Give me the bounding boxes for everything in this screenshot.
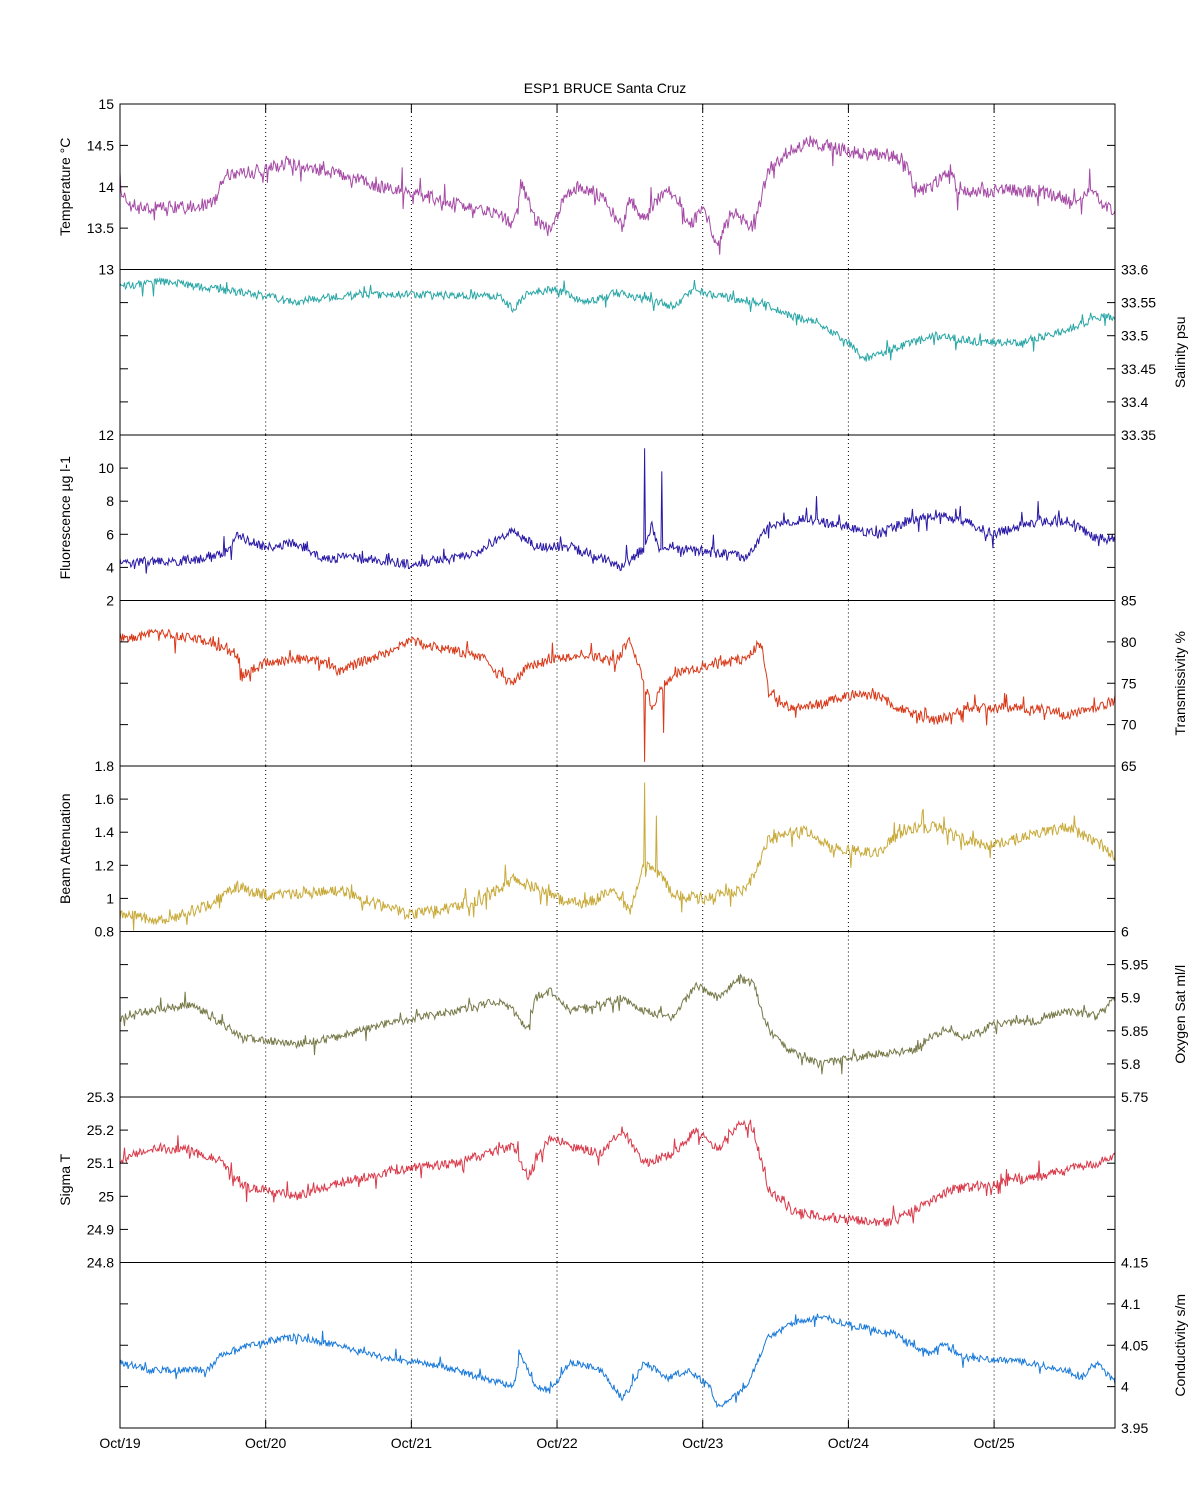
series-line-oxygen_sat [119, 973, 1116, 1075]
ytick-label-conductivity-2: 4.05 [1121, 1337, 1148, 1353]
ytick-label-salinity-4: 33.55 [1121, 295, 1156, 311]
ytick-label-oxygen_sat-1: 5.8 [1121, 1056, 1141, 1072]
ytick-label-transmissivity-0: 65 [1121, 758, 1137, 774]
ytick-label-sigma_t-0: 24.8 [87, 1255, 114, 1271]
ytick-label-sigma_t-5: 25.3 [87, 1089, 114, 1105]
ylabel-transmissivity: Transmissivity % [1172, 631, 1188, 736]
ytick-label-salinity-5: 33.6 [1121, 262, 1148, 278]
ytick-label-transmissivity-1: 70 [1121, 717, 1137, 733]
panel-transmissivity: 65 70 75 80 85 Transmissivity % [119, 593, 1188, 774]
xtick-label-5: Oct/24 [828, 1435, 869, 1451]
xtick-label-1: Oct/20 [245, 1435, 286, 1451]
ytick-label-oxygen_sat-0: 5.75 [1121, 1089, 1148, 1105]
ytick-label-temperature-2: 14 [98, 179, 114, 195]
ylabel-beam_attenuation: Beam Attenuation [57, 793, 73, 904]
ylabel-sigma_t: Sigma T [57, 1153, 73, 1205]
panel-frame-oxygen_sat [119, 931, 1116, 1098]
ylabel-oxygen_sat: Oxygen Sat ml/l [1172, 965, 1188, 1064]
series-line-salinity [119, 276, 1116, 362]
panel-conductivity: 3.95 4 4.05 4.1 4.15 Conductivity s/m [119, 1255, 1188, 1436]
ytick-label-salinity-0: 33.35 [1121, 427, 1156, 443]
xtick-label-2: Oct/21 [391, 1435, 432, 1451]
ytick-label-beam_attenuation-5: 1.8 [95, 758, 115, 774]
ytick-label-temperature-3: 14.5 [87, 137, 114, 153]
series-line-temperature [119, 135, 1116, 255]
ytick-label-fluorescence-2: 6 [106, 526, 114, 542]
ytick-label-sigma_t-2: 25 [98, 1188, 114, 1204]
ytick-label-conductivity-0: 3.95 [1121, 1420, 1148, 1436]
panel-oxygen_sat: 5.75 5.8 5.85 5.9 5.95 6 Oxygen Sat ml/l [119, 924, 1188, 1105]
ytick-label-fluorescence-0: 2 [106, 593, 114, 609]
ylabel-temperature: Temperature °C [57, 138, 73, 236]
ytick-label-temperature-4: 15 [98, 96, 114, 112]
xtick-label-6: Oct/25 [973, 1435, 1014, 1451]
ytick-label-fluorescence-5: 12 [98, 427, 114, 443]
ytick-label-conductivity-1: 4 [1121, 1379, 1129, 1395]
ytick-label-oxygen_sat-5: 6 [1121, 924, 1129, 940]
panel-frame-transmissivity [119, 600, 1116, 767]
ytick-label-transmissivity-4: 85 [1121, 593, 1137, 609]
ytick-label-salinity-3: 33.5 [1121, 328, 1148, 344]
ylabel-fluorescence: Fluorescence µg l-1 [57, 456, 73, 579]
ytick-label-beam_attenuation-1: 1 [106, 890, 114, 906]
panel-frame-conductivity [119, 1262, 1116, 1429]
xtick-label-0: Oct/19 [99, 1435, 140, 1451]
ytick-label-oxygen_sat-4: 5.95 [1121, 957, 1148, 973]
xtick-label-4: Oct/23 [682, 1435, 723, 1451]
panel-sigma_t: 24.8 24.9 25 25.1 25.2 25.3 Sigma T [57, 1089, 1116, 1271]
ytick-label-fluorescence-1: 4 [106, 559, 114, 575]
panel-temperature: 13 13.5 14 14.5 15 Temperature °C [57, 96, 1116, 278]
ytick-label-transmissivity-2: 75 [1121, 675, 1137, 691]
ytick-label-fluorescence-4: 10 [98, 460, 114, 476]
panel-frame-fluorescence [119, 434, 1116, 601]
ytick-label-salinity-1: 33.4 [1121, 394, 1148, 410]
panel-frame-sigma_t [119, 1096, 1116, 1263]
ytick-label-transmissivity-3: 80 [1121, 634, 1137, 650]
panel-fluorescence: 2 4 6 8 10 12 Fluorescence µg l-1 [57, 427, 1116, 609]
xtick-label-3: Oct/22 [536, 1435, 577, 1451]
ytick-label-beam_attenuation-2: 1.2 [95, 857, 115, 873]
ytick-label-beam_attenuation-0: 0.8 [95, 924, 115, 940]
ytick-label-fluorescence-3: 8 [106, 493, 114, 509]
series-line-beam_attenuation [119, 782, 1116, 931]
ytick-label-sigma_t-3: 25.1 [87, 1155, 114, 1171]
ytick-label-oxygen_sat-2: 5.85 [1121, 1023, 1148, 1039]
ytick-label-conductivity-3: 4.1 [1121, 1296, 1141, 1312]
series-line-transmissivity [119, 628, 1116, 762]
ytick-label-oxygen_sat-3: 5.9 [1121, 990, 1141, 1006]
ytick-label-temperature-1: 13.5 [87, 220, 114, 236]
ylabel-conductivity: Conductivity s/m [1172, 1294, 1188, 1397]
ytick-label-sigma_t-1: 24.9 [87, 1221, 114, 1237]
panel-salinity: 33.35 33.4 33.45 33.5 33.55 33.6 Salinity psu [119, 262, 1188, 443]
panel-frame-beam_attenuation [119, 765, 1116, 932]
ytick-label-salinity-2: 33.45 [1121, 361, 1156, 377]
chart-title: ESP1 BRUCE Santa Cruz [524, 80, 687, 96]
ytick-label-temperature-0: 13 [98, 262, 114, 278]
ytick-label-conductivity-4: 4.15 [1121, 1255, 1148, 1271]
series-line-conductivity [119, 1313, 1116, 1409]
ylabel-salinity: Salinity psu [1172, 316, 1188, 388]
ytick-label-sigma_t-4: 25.2 [87, 1122, 114, 1138]
panel-frame-temperature [119, 103, 1116, 270]
ytick-label-beam_attenuation-4: 1.6 [95, 791, 115, 807]
series-line-fluorescence [119, 448, 1116, 574]
panel-beam_attenuation: 0.8 1 1.2 1.4 1.6 1.8 Beam Attenuation [57, 758, 1116, 940]
series-line-sigma_t [119, 1119, 1116, 1227]
x-axis: Oct/19 Oct/20 Oct/21 Oct/22 Oct/23 Oct/24 Oct/… [99, 104, 1015, 1451]
ytick-label-beam_attenuation-3: 1.4 [95, 824, 115, 840]
